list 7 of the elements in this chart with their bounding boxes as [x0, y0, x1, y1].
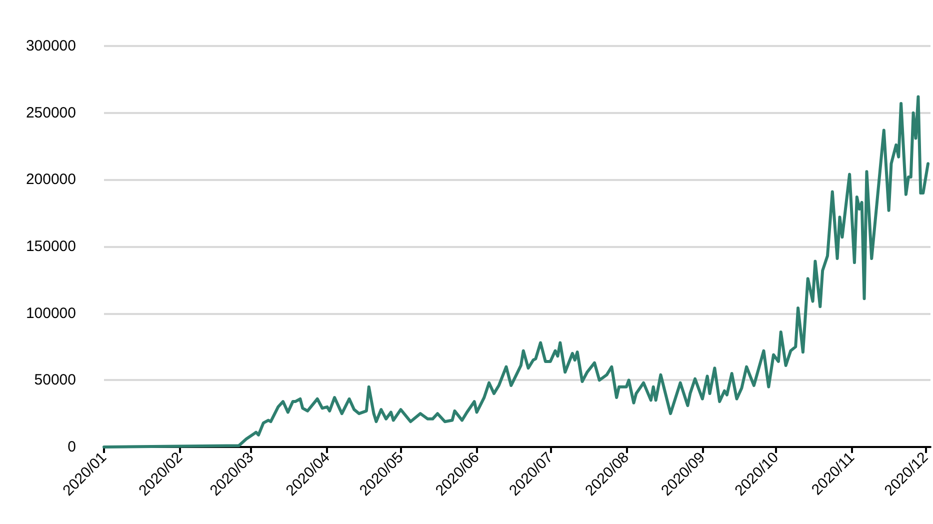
- y-tick-label: 200000: [26, 171, 76, 188]
- y-tick-label: 0: [68, 438, 76, 456]
- y-tick-label: 250000: [26, 104, 76, 122]
- y-tick-label: 100000: [26, 304, 76, 322]
- y-tick-label: 150000: [26, 238, 76, 255]
- y-tick-label: 50000: [34, 372, 76, 389]
- y-tick-label: 300000: [26, 38, 76, 54]
